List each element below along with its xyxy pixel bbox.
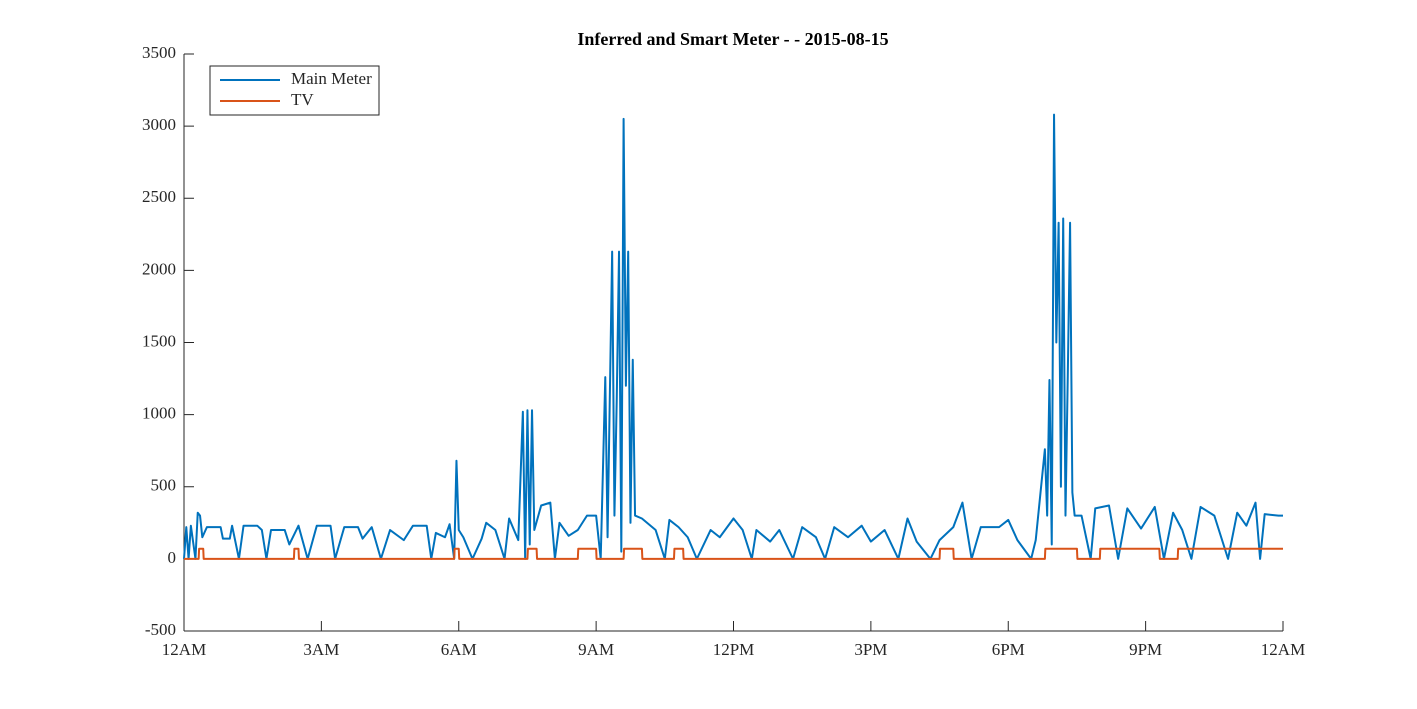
- series-line: [183, 113, 1283, 560]
- x-tick-label: 3AM: [303, 640, 339, 659]
- y-tick-label: 2500: [142, 187, 176, 206]
- y-tick-label: -500: [145, 620, 176, 639]
- x-tick-label: 12PM: [713, 640, 755, 659]
- y-tick-label: 0: [168, 548, 177, 567]
- x-tick-label: 12AM: [1261, 640, 1305, 659]
- y-tick-label: 3500: [142, 43, 176, 62]
- legend-label: TV: [291, 90, 314, 109]
- x-tick-label: 12AM: [162, 640, 206, 659]
- y-tick-label: 2000: [142, 259, 176, 278]
- x-tick-label: 6AM: [441, 640, 477, 659]
- chart-title: Inferred and Smart Meter - - 2015-08-15: [577, 29, 888, 49]
- y-tick-label: 1500: [142, 331, 176, 350]
- x-tick-label: 3PM: [854, 640, 887, 659]
- y-tick-label: 1000: [142, 404, 176, 423]
- x-tick-label: 9PM: [1129, 640, 1162, 659]
- legend-box: [209, 65, 380, 116]
- x-tick-label: 9AM: [578, 640, 614, 659]
- x-tick-label: 6PM: [992, 640, 1025, 659]
- legend-label: Main Meter: [291, 69, 372, 88]
- series-line: [184, 547, 1283, 560]
- y-tick-label: 500: [151, 476, 177, 495]
- y-tick-label: 3000: [142, 115, 176, 134]
